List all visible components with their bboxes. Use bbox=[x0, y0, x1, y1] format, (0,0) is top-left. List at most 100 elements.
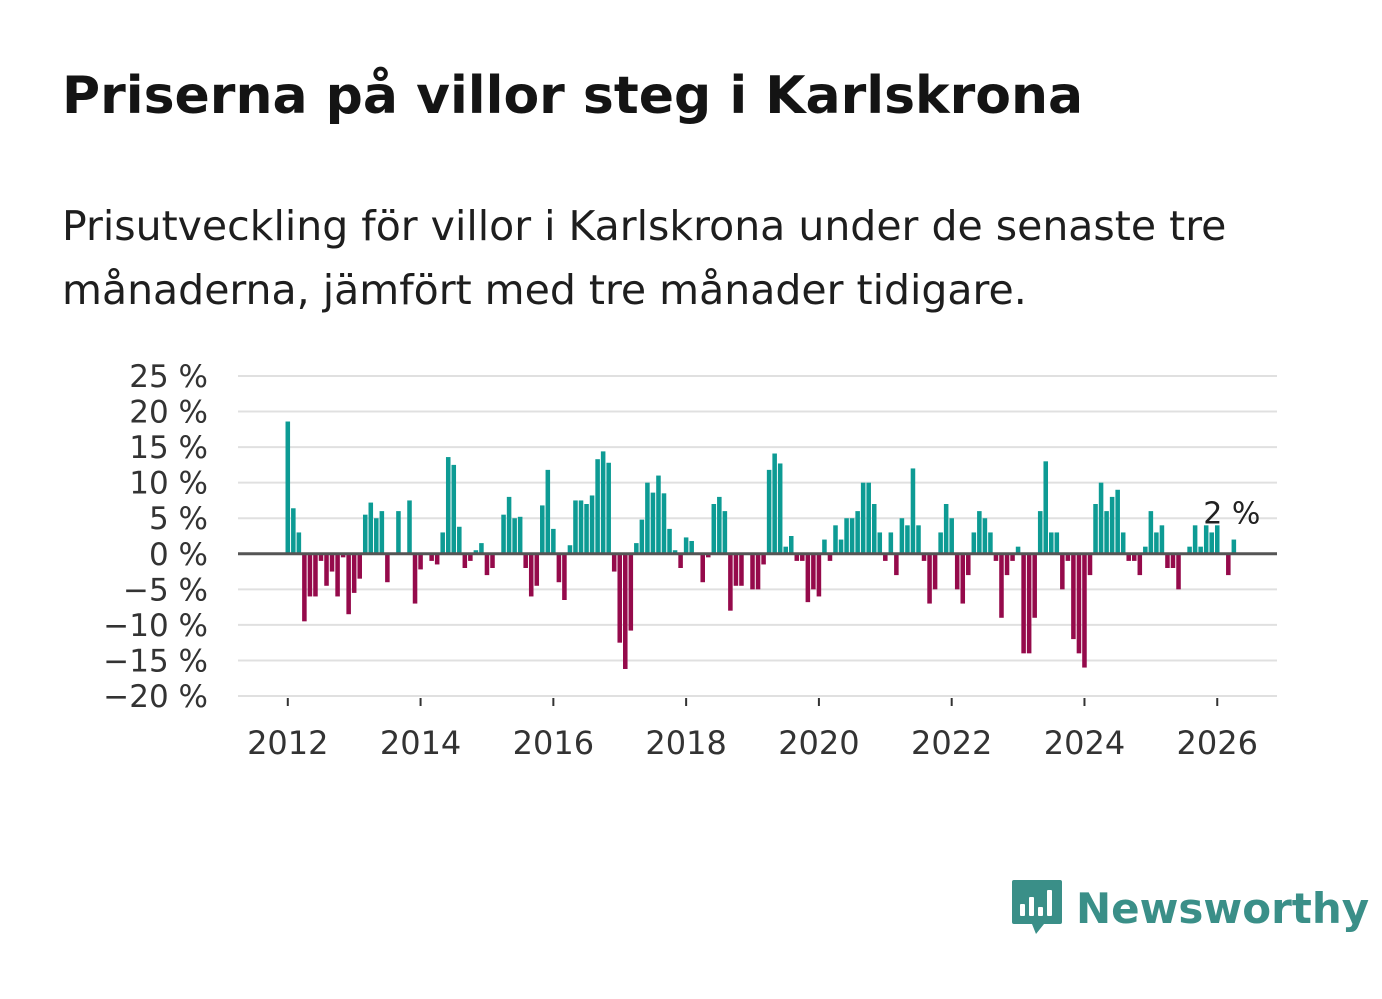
bar bbox=[567, 545, 573, 554]
bar bbox=[407, 500, 412, 554]
bar bbox=[722, 511, 728, 554]
bar bbox=[374, 518, 379, 554]
bar bbox=[811, 553, 816, 590]
bar bbox=[672, 550, 678, 554]
bar bbox=[551, 528, 556, 554]
bar bbox=[285, 421, 291, 554]
bar bbox=[733, 553, 739, 586]
bar bbox=[794, 553, 800, 561]
bar bbox=[351, 553, 357, 593]
x-tick-label: 2024 bbox=[1044, 724, 1125, 762]
bar bbox=[600, 451, 606, 554]
bar bbox=[645, 482, 650, 554]
bar bbox=[606, 462, 611, 554]
bar bbox=[589, 495, 595, 554]
bar bbox=[611, 553, 617, 572]
bar bbox=[385, 553, 390, 583]
y-tick-label: 20 % bbox=[129, 395, 208, 431]
bar bbox=[656, 475, 661, 554]
bar bbox=[1049, 532, 1054, 554]
bar bbox=[766, 469, 772, 554]
bar bbox=[883, 553, 888, 561]
bar bbox=[977, 511, 982, 554]
bar bbox=[938, 532, 943, 554]
bar bbox=[1010, 553, 1015, 561]
x-tick-label: 2016 bbox=[513, 724, 594, 762]
bar bbox=[1060, 553, 1065, 590]
y-tick-label: 15 % bbox=[129, 430, 208, 466]
bar bbox=[1231, 539, 1237, 554]
bar bbox=[362, 514, 368, 554]
bar bbox=[578, 500, 584, 554]
bar bbox=[434, 553, 440, 565]
newsworthy-logo[interactable]: Newsworthy bbox=[1010, 878, 1369, 938]
bar bbox=[1043, 461, 1049, 554]
bar bbox=[562, 553, 567, 600]
bar bbox=[1115, 489, 1120, 554]
bar bbox=[1015, 546, 1021, 554]
bar bbox=[982, 518, 988, 554]
bar bbox=[661, 493, 667, 554]
bar bbox=[1026, 553, 1032, 654]
bar bbox=[506, 496, 512, 554]
x-tick-label: 2020 bbox=[778, 724, 859, 762]
bar bbox=[340, 553, 346, 558]
bar bbox=[523, 553, 528, 568]
bar bbox=[1082, 553, 1087, 668]
bar bbox=[628, 553, 634, 631]
bar bbox=[971, 532, 977, 554]
bar bbox=[545, 469, 551, 554]
bar bbox=[291, 508, 296, 554]
bar bbox=[490, 553, 495, 568]
bar bbox=[418, 553, 423, 570]
bar bbox=[822, 539, 827, 554]
bar bbox=[1087, 553, 1093, 576]
bar bbox=[468, 553, 473, 561]
bar bbox=[705, 553, 711, 558]
bar bbox=[728, 553, 733, 611]
bar bbox=[1126, 553, 1131, 561]
bar bbox=[1120, 532, 1126, 554]
bar bbox=[1159, 525, 1165, 554]
bar bbox=[777, 463, 783, 554]
bar bbox=[1192, 525, 1198, 554]
bar bbox=[1032, 553, 1037, 618]
bar bbox=[1021, 553, 1026, 654]
bar bbox=[999, 553, 1004, 618]
x-tick-label: 2026 bbox=[1177, 724, 1258, 762]
bar bbox=[910, 468, 916, 554]
bar bbox=[866, 482, 871, 554]
bar bbox=[639, 519, 645, 554]
bar bbox=[1165, 553, 1170, 568]
bar bbox=[617, 553, 623, 643]
y-tick-label: −20 % bbox=[103, 679, 208, 715]
bar bbox=[296, 532, 302, 554]
bar bbox=[1054, 532, 1060, 554]
bar bbox=[595, 459, 600, 554]
bar bbox=[800, 553, 805, 561]
bar bbox=[993, 553, 999, 561]
bar bbox=[833, 525, 838, 554]
x-tick-label: 2012 bbox=[247, 724, 328, 762]
bar bbox=[844, 518, 849, 554]
y-tick-label: −15 % bbox=[103, 643, 208, 679]
bar bbox=[700, 553, 705, 583]
bar bbox=[966, 553, 971, 576]
y-tick-label: −10 % bbox=[103, 608, 208, 644]
bar bbox=[678, 553, 683, 568]
bar bbox=[827, 553, 833, 561]
bar-chart-speech-bubble-icon bbox=[1012, 880, 1062, 934]
bar bbox=[1065, 553, 1071, 561]
bars bbox=[285, 421, 1237, 669]
bar bbox=[1170, 553, 1176, 568]
annotations: 2 % bbox=[1203, 497, 1260, 532]
x-tick-label: 2022 bbox=[911, 724, 992, 762]
bar bbox=[501, 514, 506, 554]
y-axis-ticks: 25 %20 %15 %10 %5 %0 %−5 %−10 %−15 %−20 … bbox=[103, 359, 208, 715]
bar bbox=[302, 553, 307, 622]
y-tick-label: 5 % bbox=[149, 501, 208, 537]
bar bbox=[877, 532, 883, 554]
chart-title: Priserna på villor steg i Karlskrona bbox=[62, 66, 1084, 126]
bar bbox=[1104, 511, 1109, 554]
